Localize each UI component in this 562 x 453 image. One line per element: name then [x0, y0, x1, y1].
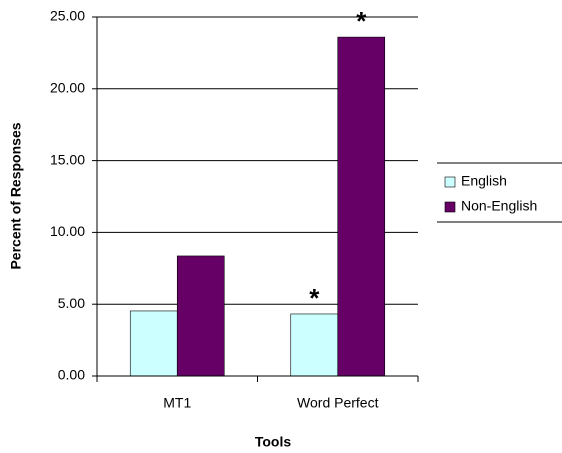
x-tick-label: Word Perfect [297, 395, 379, 411]
y-tick-label: 10.00 [50, 223, 85, 239]
y-tick-label: 20.00 [50, 80, 85, 96]
bar [337, 36, 386, 377]
legend-label: Non-English [461, 198, 537, 214]
y-tick-label: 0.00 [58, 367, 85, 383]
annotation: * [356, 6, 367, 36]
bar [290, 313, 339, 377]
annotation: * [309, 283, 320, 313]
legend-label: English [461, 173, 507, 189]
x-tick-label: MT1 [163, 395, 191, 411]
legend-swatch [444, 176, 456, 188]
legend-swatch [444, 201, 456, 213]
bar [176, 255, 225, 377]
y-axis-label: Percent of Responses [8, 122, 24, 269]
bar [129, 310, 178, 377]
y-tick-label: 5.00 [58, 295, 85, 311]
x-axis-label: Tools [255, 434, 292, 450]
y-tick-label: 25.00 [50, 8, 85, 24]
y-tick-label: 15.00 [50, 151, 85, 167]
